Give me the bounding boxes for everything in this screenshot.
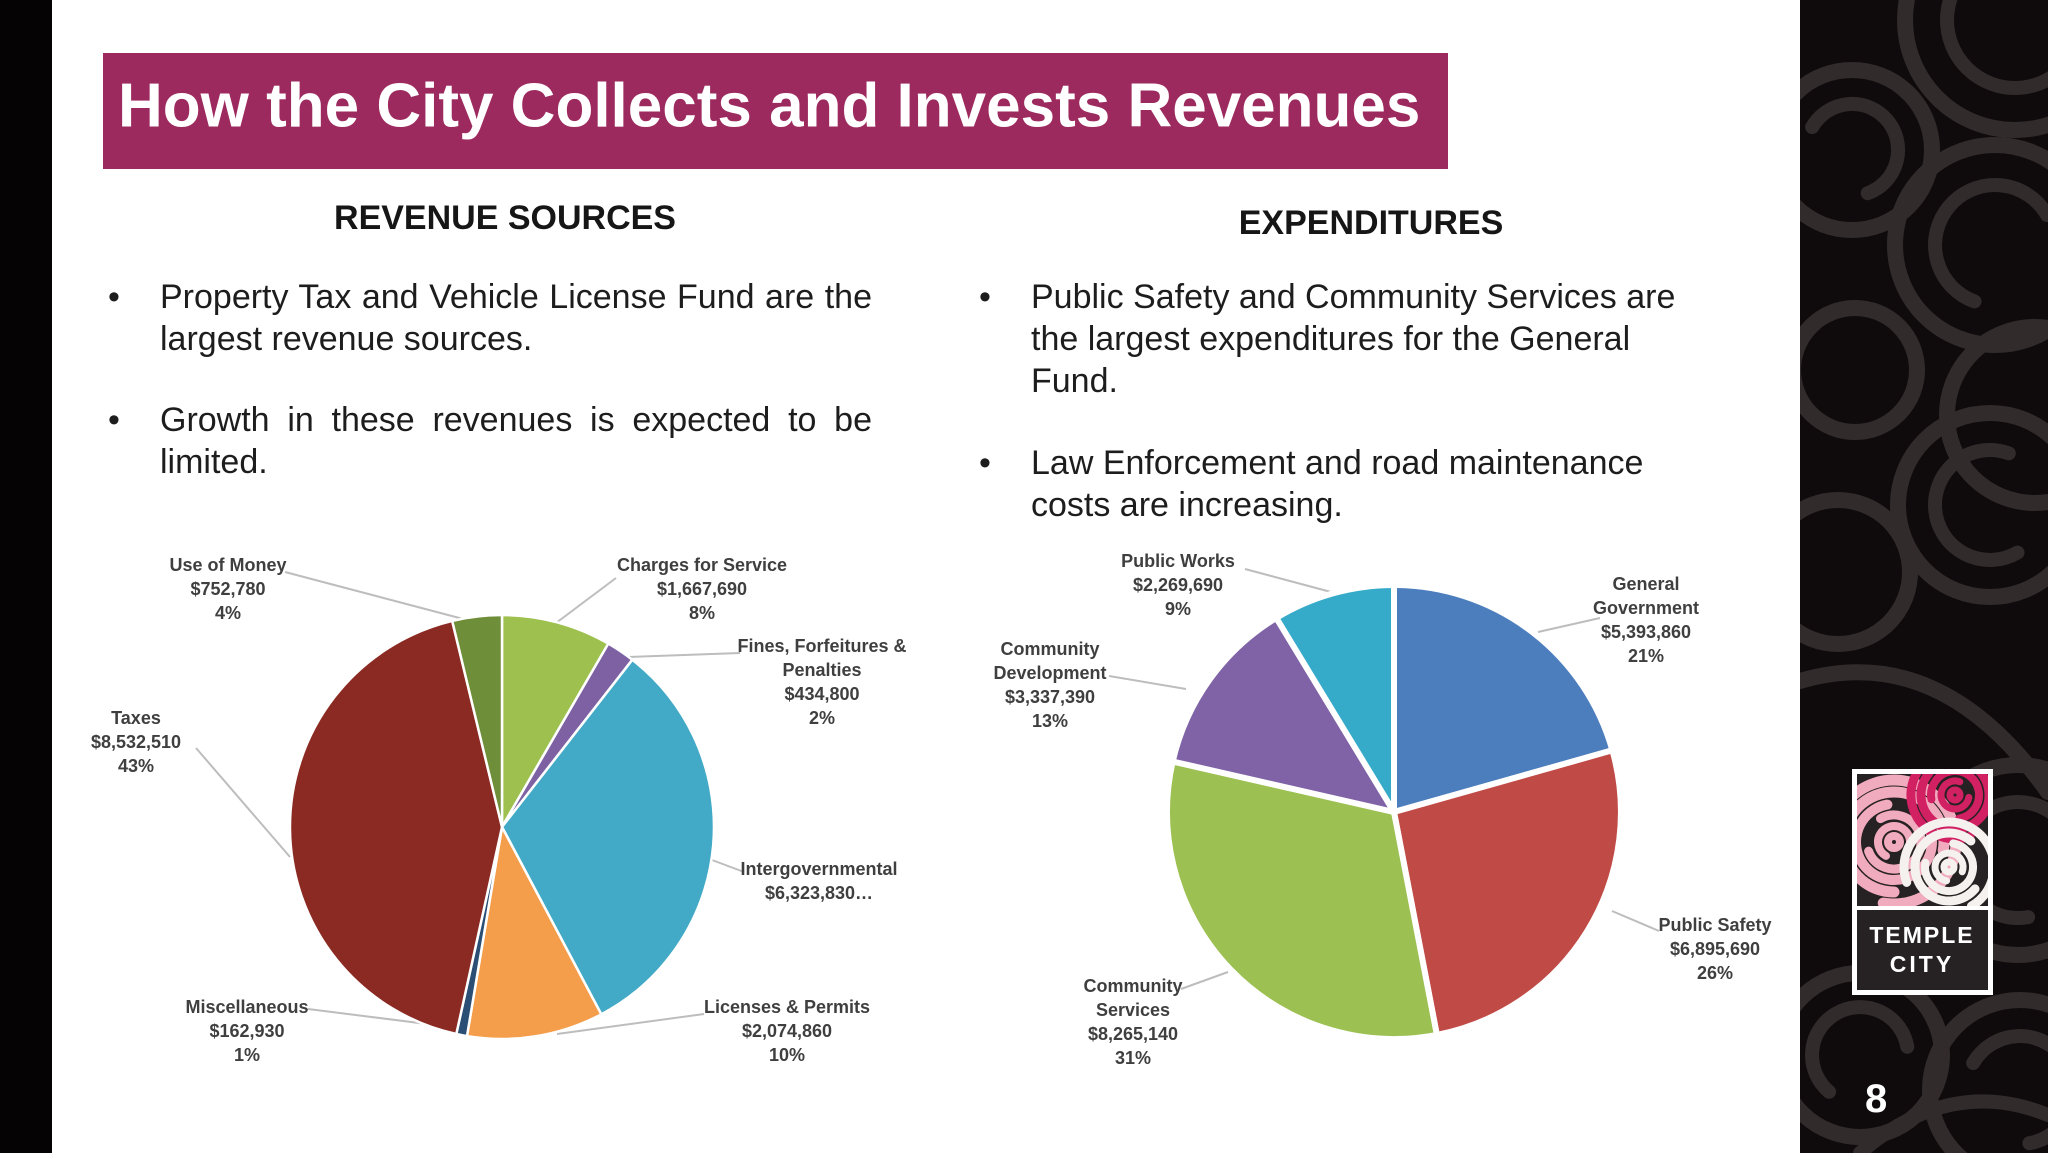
- svg-text:TEMPLE: TEMPLE: [1869, 922, 1974, 948]
- svg-text:CITY: CITY: [1890, 951, 1954, 977]
